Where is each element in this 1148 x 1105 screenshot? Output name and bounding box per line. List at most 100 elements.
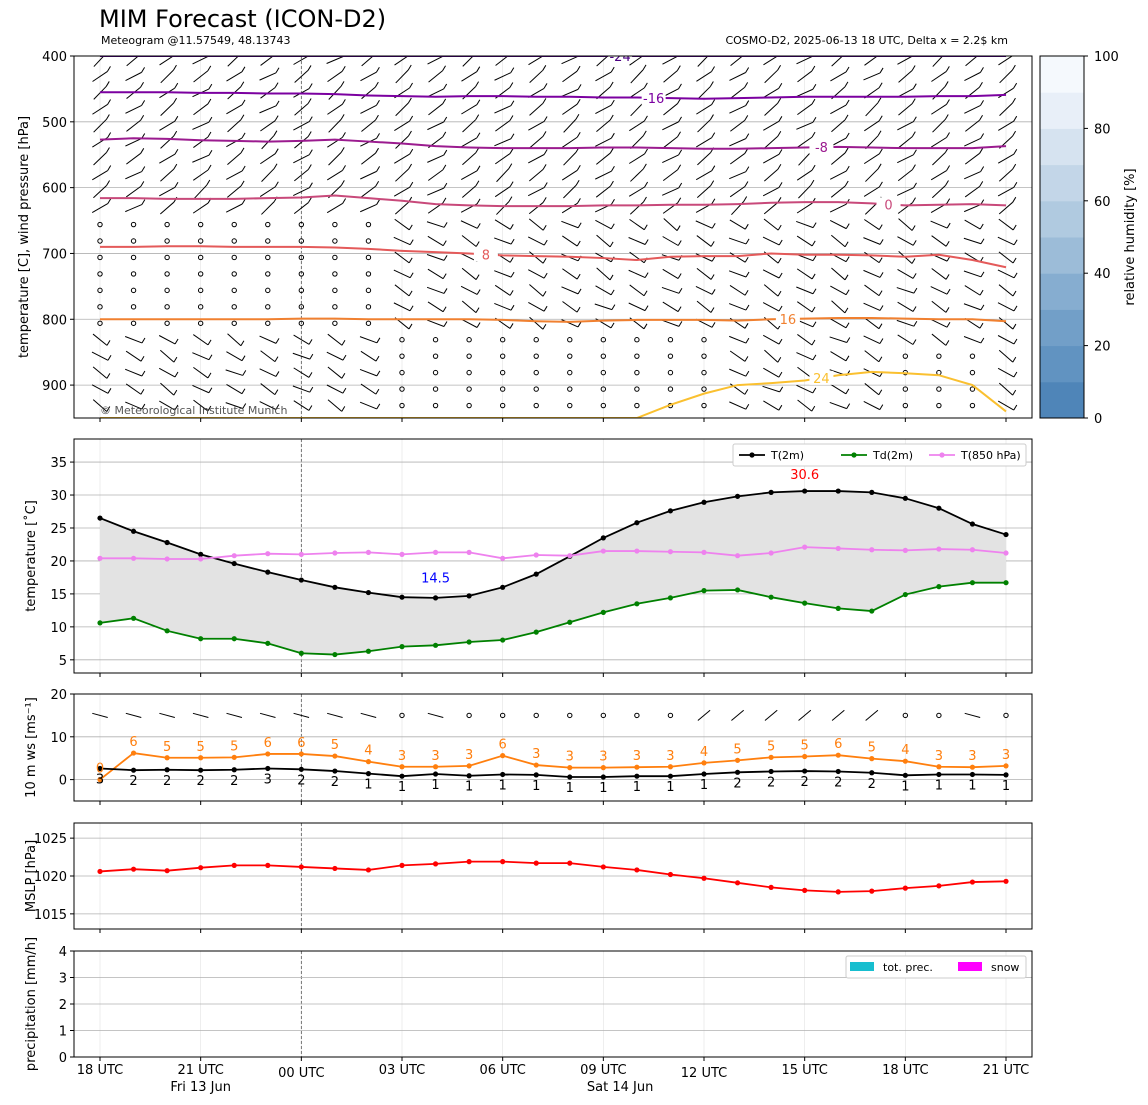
wind-barb bbox=[696, 300, 712, 313]
wind-barb bbox=[427, 154, 444, 163]
wind-barb bbox=[193, 136, 209, 148]
wind-barb-flag bbox=[140, 81, 144, 88]
wind-barb-flag bbox=[308, 372, 313, 378]
wind-barb-flag bbox=[745, 337, 750, 344]
wind-barb bbox=[125, 204, 143, 213]
wind-barb-flag bbox=[341, 99, 346, 105]
wind-barb bbox=[628, 269, 646, 279]
wind-barb-flag bbox=[510, 238, 515, 245]
wind-barb bbox=[729, 335, 747, 344]
isotherm-line bbox=[99, 137, 1007, 150]
calm-wind-circle bbox=[365, 271, 372, 277]
calm-wind-circle bbox=[399, 353, 405, 359]
calm-wind-circle bbox=[533, 353, 539, 359]
wind-barb-flag bbox=[811, 98, 816, 105]
wind-barb bbox=[997, 400, 1015, 411]
isotherm-label-bg bbox=[809, 370, 834, 385]
wind-barb-flag bbox=[141, 166, 146, 172]
wind-barb-flag bbox=[509, 181, 514, 187]
wind-barb-flag bbox=[107, 388, 112, 394]
wind-barb bbox=[931, 268, 947, 280]
y-axis-label: MSLP [hPa] bbox=[24, 840, 39, 912]
wind-barb bbox=[529, 169, 544, 182]
colorbar-tick-label: 20 bbox=[1094, 340, 1111, 355]
wind-barb-flag bbox=[945, 66, 950, 72]
wind-barb-flag bbox=[744, 181, 749, 187]
calm-wind-circle bbox=[567, 712, 573, 719]
wind-barb-flag bbox=[710, 307, 715, 313]
wind-barb-flag bbox=[845, 322, 850, 329]
wind-barb bbox=[831, 119, 846, 133]
calm-wind-circle bbox=[499, 712, 506, 719]
wind-barb-flag bbox=[744, 323, 749, 329]
wind-barb-flag bbox=[911, 164, 916, 170]
wind-barb bbox=[562, 103, 578, 115]
legend-label: tot. prec. bbox=[883, 961, 933, 974]
calm-wind-circle bbox=[97, 287, 103, 294]
calm-wind-circle bbox=[432, 369, 439, 376]
wind-barb bbox=[830, 185, 846, 198]
wind-barb-flag bbox=[208, 56, 210, 57]
wind-barb bbox=[528, 202, 544, 215]
calm-wind-circle bbox=[567, 353, 573, 359]
calm-wind-circle bbox=[265, 238, 271, 244]
gust-value-label: 3 bbox=[599, 750, 607, 765]
gust-value-label: 6 bbox=[834, 737, 842, 752]
wind-barb bbox=[528, 302, 545, 312]
wind-barb-flag bbox=[342, 354, 347, 361]
t850-point bbox=[600, 548, 606, 554]
wind-barb-flag bbox=[475, 49, 478, 54]
wind-barb-flag bbox=[174, 115, 179, 122]
wind-barb-flag bbox=[241, 355, 246, 361]
wind-barb-flag bbox=[207, 405, 212, 412]
gust-point bbox=[198, 755, 204, 761]
wind-barb bbox=[226, 170, 243, 180]
wind-barb bbox=[92, 366, 108, 379]
wind-barb bbox=[160, 382, 175, 396]
wind-barb bbox=[125, 350, 142, 362]
wind-barb-flag bbox=[642, 130, 647, 137]
wind-barb bbox=[226, 104, 243, 115]
panel-frame bbox=[73, 438, 1033, 674]
wind-barb bbox=[92, 170, 108, 181]
colorbar-tick-label: 60 bbox=[1094, 195, 1111, 210]
wind-barb-flag bbox=[980, 67, 984, 73]
wind-barb-flag bbox=[644, 305, 649, 311]
wind-barb bbox=[930, 318, 948, 328]
wind-barb bbox=[92, 712, 108, 718]
wind-barb bbox=[796, 202, 813, 214]
wind-barb bbox=[796, 56, 814, 65]
wind-barb bbox=[326, 169, 343, 181]
wind-barb-flag bbox=[542, 65, 547, 71]
wind-barb bbox=[863, 237, 881, 245]
wind-barb-flag bbox=[980, 337, 985, 344]
wind-barb bbox=[125, 383, 142, 395]
chart-title: MIM Forecast (ICON-D2) bbox=[99, 5, 387, 33]
wind-barb bbox=[193, 334, 209, 346]
wind-speed-point bbox=[365, 771, 372, 777]
wind-speed-point bbox=[802, 768, 808, 774]
wind-barb-flag bbox=[275, 67, 280, 74]
t2m-point bbox=[130, 528, 137, 534]
wind-barb bbox=[227, 56, 240, 67]
y-tick-label: 700 bbox=[42, 247, 67, 262]
wind-barb bbox=[897, 268, 914, 279]
isotherm-label-bg bbox=[775, 311, 800, 326]
t850-point bbox=[332, 550, 338, 556]
wind-speed-label: 2 bbox=[801, 775, 809, 790]
x-tick-label: 18 UTC bbox=[882, 1063, 928, 1078]
wind-barb-flag bbox=[879, 67, 884, 74]
wind-barb-flag bbox=[374, 81, 379, 88]
wind-barb bbox=[562, 301, 578, 313]
wind-barb bbox=[595, 170, 612, 180]
wind-barb bbox=[160, 168, 175, 182]
wind-barb bbox=[159, 201, 175, 215]
wind-speed-label: 1 bbox=[700, 778, 708, 793]
wind-barb-flag bbox=[845, 289, 850, 295]
calm-wind-circle bbox=[265, 271, 271, 277]
y-tick-label: 35 bbox=[50, 456, 67, 471]
wind-barb-flag bbox=[140, 115, 145, 121]
wind-barb bbox=[695, 285, 713, 295]
gust-value-label: 6 bbox=[264, 736, 272, 751]
wind-barb bbox=[226, 137, 243, 148]
